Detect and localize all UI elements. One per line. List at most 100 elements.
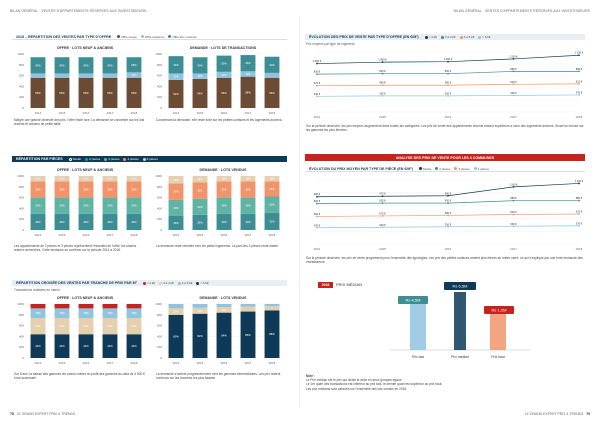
data-label: 830 € [445, 199, 452, 203]
line-point [316, 195, 318, 198]
price-top-label: Rs 6,5M [453, 284, 468, 289]
bar-segment [102, 176, 118, 182]
y-tick-label: 1000 [155, 52, 162, 56]
bar-segment [78, 176, 94, 182]
price-bottom-low: Prix bas [412, 355, 425, 359]
bar-segment [216, 176, 232, 182]
bar-segment [30, 181, 46, 198]
y-tick-label: 800 [157, 185, 162, 189]
bar-segment [102, 73, 118, 78]
x-tick-label: 2018 [269, 361, 276, 365]
bar-segment [54, 334, 70, 358]
x-tick-label: 2016 [445, 247, 452, 251]
data-label: 18% [83, 311, 89, 315]
line-point [578, 224, 580, 227]
data-label: 830 € [445, 69, 452, 73]
line-point [578, 54, 580, 57]
r1-text: Sur la période observée, les prix moyens… [306, 124, 584, 133]
data-label: 610 € [576, 209, 583, 213]
series-line [316, 83, 580, 87]
bar-segment [126, 197, 142, 214]
data-label: 30% [245, 220, 251, 224]
x-tick-label: 2018 [131, 111, 138, 115]
r3-label: PRIX MÉDIAN [336, 282, 363, 287]
data-label: 10% [35, 177, 41, 181]
data-label: 820 € [314, 199, 321, 203]
footer-title-left: LE GRAND EXPERT PRIX & TRENDS [16, 412, 76, 416]
data-label: 600 € [510, 80, 517, 84]
y-tick-label: 400 [157, 84, 162, 88]
bar-segment [240, 306, 256, 312]
data-label: 30% [221, 188, 227, 192]
s2-legend-item: 4 pièces [123, 157, 139, 161]
bar-segment [264, 310, 280, 358]
page-divider [299, 16, 300, 408]
data-label: 18% [35, 311, 41, 315]
data-label: 880 € [576, 196, 583, 200]
x-tick-label: 2017 [510, 115, 517, 119]
data-label: 30% [197, 189, 203, 193]
data-label: 1 050 € [313, 59, 322, 63]
data-label: 570 € [379, 211, 386, 215]
red-banner: ANALYSE DES PRIX DE VENTE POUR LES 3 COM… [305, 154, 585, 161]
data-label: 560 € [314, 212, 321, 216]
bar-segment [54, 181, 70, 198]
x-tick-label: 2014 [35, 233, 42, 237]
r1-title: ÉVOLUTION DES PRIX DE VENTE PAR TYPE D'O… [305, 34, 585, 40]
series-line [316, 183, 580, 198]
x-tick-label: 2017 [510, 247, 517, 251]
page-number-left: 78 [10, 412, 14, 416]
r1-note: Prix moyens par type de logement [306, 42, 355, 46]
data-label: 350 € [445, 222, 452, 226]
data-label: 960 € [314, 192, 321, 196]
data-label: 350 € [445, 91, 452, 95]
line-point [578, 94, 580, 96]
x-tick-label: 2014 [173, 361, 180, 365]
data-label: 1 160 € [509, 182, 518, 186]
data-label: 12% [197, 177, 203, 181]
r1-legend-item: > 5 k€ [478, 35, 491, 39]
s2-left-text: Les appartements de 2 pièces et 3 pièces… [14, 244, 137, 253]
bar-segment [240, 76, 256, 108]
page-header-left: BILAN GÉNÉRAL · VENTES D'APPARTEMENTS RÉ… [10, 9, 147, 13]
s1-legend: Offre neuve Offre ancienne Offre anc. ré… [117, 35, 196, 39]
data-label: 18% [107, 311, 113, 315]
y-tick-label: 600 [157, 196, 162, 200]
x-tick-label: 2018 [269, 233, 276, 237]
bar-segment [30, 197, 46, 214]
data-label: 10% [131, 73, 137, 77]
s3-right-text: La demande s'oriente progressivement ver… [156, 372, 281, 381]
r1-legend-item: 4 à 5 k€ [459, 35, 474, 39]
data-label: 880 € [576, 67, 583, 71]
bar-segment [102, 334, 118, 358]
r2-legend-item: 3 pièces [454, 167, 470, 171]
s3-legend-item: > 5 k€ [196, 281, 209, 285]
footer-right: LE GRAND EXPERT PRIX & TRENDS 79 [525, 412, 590, 416]
x-tick-label: 2015 [59, 361, 66, 365]
data-label: 830 € [379, 199, 386, 203]
y-tick-label: 800 [19, 313, 24, 317]
data-label: 14% [173, 178, 179, 182]
bar-segment [78, 318, 94, 335]
data-label: 44% [131, 344, 137, 348]
r3-note-title: Note : [306, 374, 316, 378]
data-label: 30% [59, 63, 65, 67]
s2-legend: Studio 2 pièces 3 pièces 4 pièces 5 pièc… [68, 157, 158, 161]
bar-segment [102, 318, 118, 335]
y-tick-label: 400 [19, 334, 24, 338]
bar-segment [126, 176, 142, 182]
data-label: 610 € [576, 79, 583, 83]
data-label: 56% [59, 91, 65, 95]
data-label: 340 € [314, 92, 321, 96]
bar-segment [192, 57, 208, 74]
bar-segment [126, 181, 142, 198]
bar-segment [216, 312, 232, 358]
data-label: 30% [107, 63, 113, 67]
bar-segment [126, 72, 142, 78]
bar-segment [264, 212, 280, 230]
s3-right-subtitle: DEMANDE · LOTS VENDUS [199, 296, 247, 300]
bar-segment [126, 77, 142, 108]
bar-segment [216, 307, 232, 313]
s1-title-text: 2018 – RÉPARTITION DES VENTES PAR TYPE D… [16, 34, 112, 39]
data-label: 330 € [314, 223, 321, 227]
